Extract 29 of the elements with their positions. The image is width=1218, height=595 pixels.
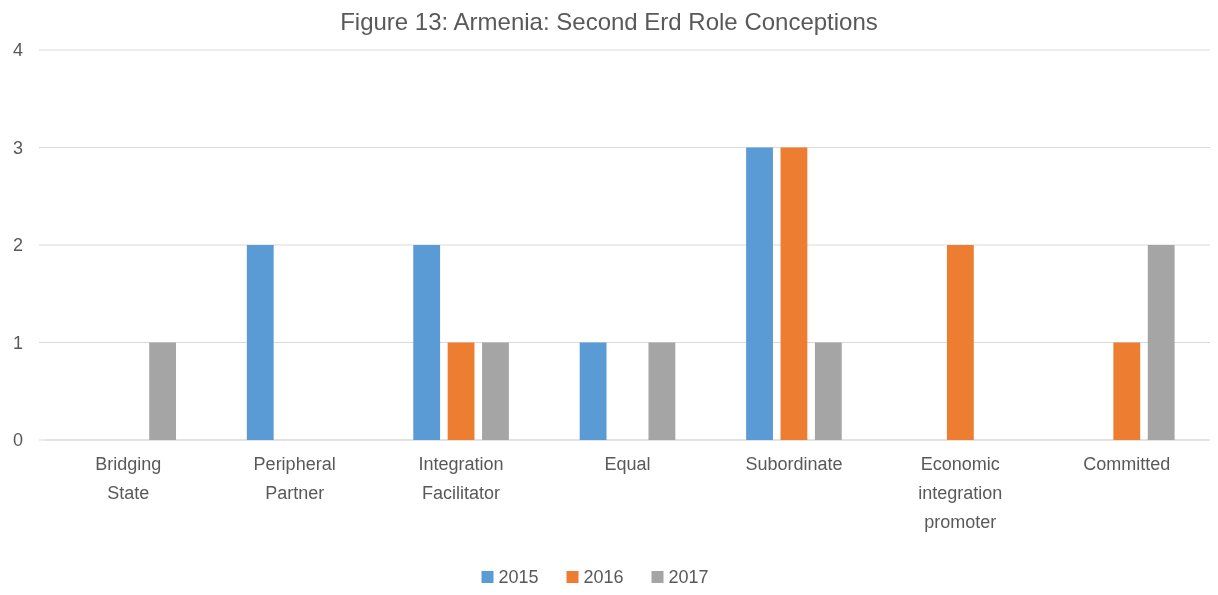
bar (746, 147, 773, 440)
legend-label: 2016 (583, 567, 624, 588)
bar (946, 245, 974, 440)
bar (149, 342, 177, 440)
x-tick-label: Integration Facilitator (418, 454, 504, 503)
y-tick-label: 3 (12, 137, 24, 158)
bar (579, 342, 607, 440)
y-tick-label: 1 (12, 332, 24, 353)
bar (482, 342, 509, 440)
x-tick-label: Economic integration promoter (918, 454, 1003, 532)
bar (648, 342, 676, 440)
y-tick-label: 2 (12, 235, 24, 256)
x-tick-label: Equal (604, 454, 651, 474)
x-tick-label: Committed (1083, 454, 1171, 474)
legend-label: 2015 (498, 567, 539, 588)
bar (413, 245, 441, 440)
bar (246, 245, 274, 440)
x-tick-label: Peripheral Partner (253, 454, 336, 503)
bar (780, 147, 808, 440)
y-tick-label: 0 (12, 430, 24, 451)
bar (814, 342, 842, 440)
y-tick-label: 4 (12, 40, 24, 61)
bar (1113, 342, 1141, 440)
legend-label: 2017 (668, 567, 709, 588)
bar (447, 342, 475, 440)
x-tick-label: Subordinate (745, 454, 843, 474)
x-tick-label: Bridging State (95, 454, 162, 503)
bar (1147, 245, 1175, 440)
chart-title: Figure 13: Armenia: Second Erd Role Conceptions (340, 8, 878, 35)
